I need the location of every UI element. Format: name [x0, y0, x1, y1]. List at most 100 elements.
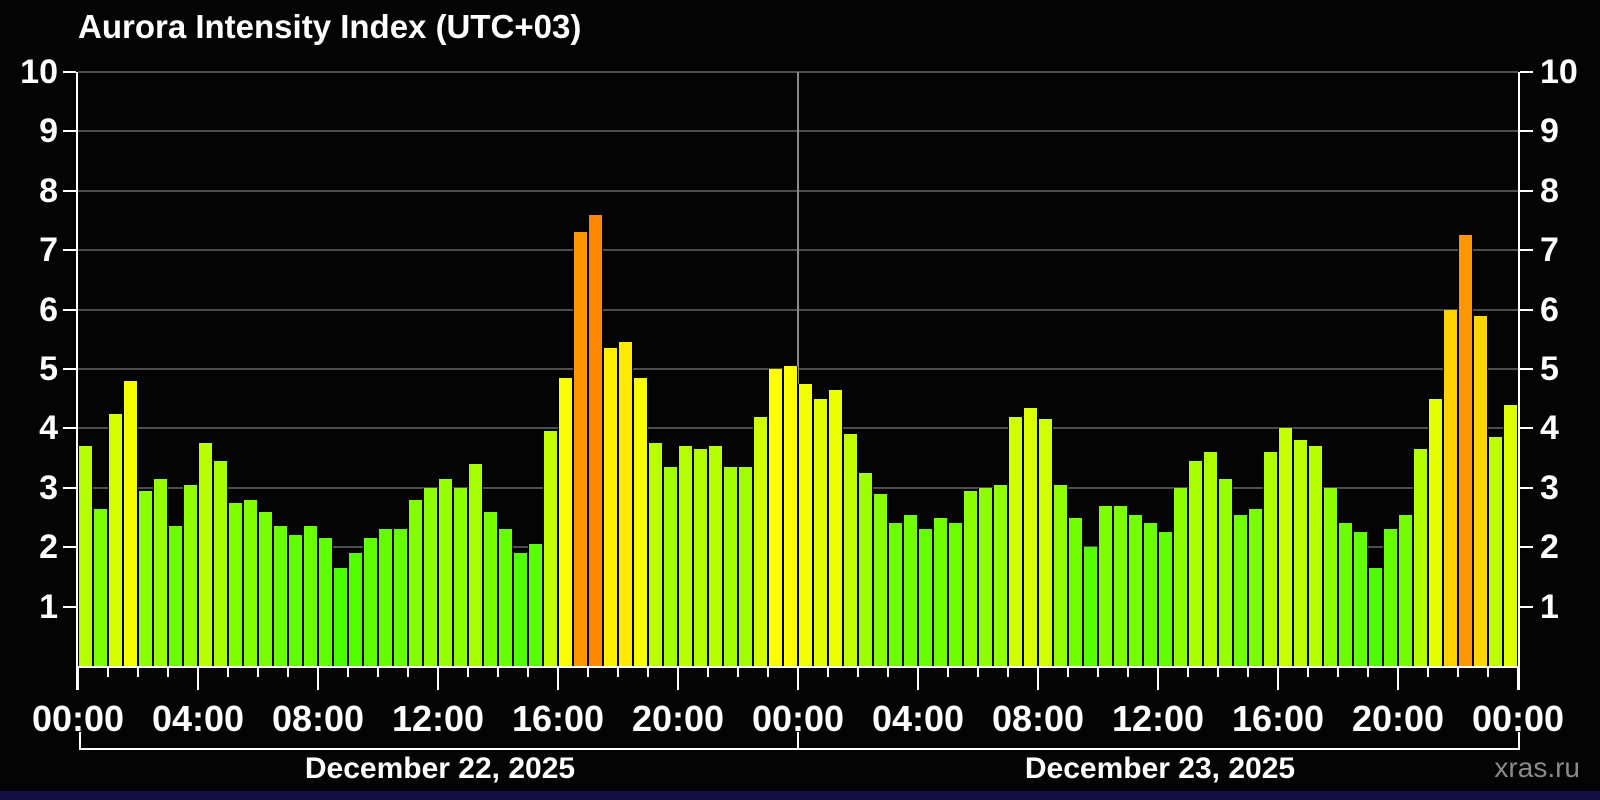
y-tick-left [63, 249, 76, 252]
x-major-tick [797, 668, 799, 690]
x-hour-tick [707, 668, 709, 677]
intensity-bar [333, 567, 348, 666]
intensity-bar [1383, 529, 1398, 666]
x-major-tick [557, 668, 559, 690]
intensity-bar [108, 413, 123, 666]
y-tick-right [1520, 71, 1533, 73]
intensity-bar [483, 511, 498, 666]
x-hour-tick [1457, 668, 1459, 677]
intensity-bar [78, 446, 93, 666]
intensity-bar [1308, 446, 1323, 666]
x-hour-tick [107, 668, 109, 677]
x-major-tick [1397, 668, 1399, 690]
y-tick-right [1520, 368, 1533, 370]
time-label: 16:00 [511, 698, 605, 739]
x-hour-tick [1187, 668, 1189, 677]
intensity-bar [588, 214, 603, 666]
y-tick-left [63, 130, 76, 133]
intensity-bar [693, 449, 708, 666]
x-major-tick [1277, 668, 1279, 690]
intensity-bar [303, 526, 318, 666]
x-hour-tick [1097, 668, 1099, 677]
x-hour-tick [407, 668, 409, 677]
time-label: 20:00 [631, 698, 725, 739]
y-axis-label-right: 2 [1540, 528, 1559, 567]
intensity-bar [1488, 437, 1503, 666]
intensity-bar [1323, 487, 1338, 666]
intensity-bar [498, 529, 513, 666]
time-label: 00:00 [1471, 698, 1565, 739]
intensity-bar [288, 535, 303, 666]
y-tick-right [1520, 427, 1533, 430]
time-label: 04:00 [151, 698, 245, 739]
intensity-bar [1113, 505, 1128, 666]
x-hour-tick [1487, 668, 1489, 677]
x-major-tick [917, 668, 919, 690]
intensity-bar [918, 529, 933, 666]
time-label: 16:00 [1231, 698, 1325, 739]
x-major-tick [1517, 668, 1519, 690]
y-tick-left [63, 308, 76, 311]
y-axis-label-right: 9 [1540, 112, 1559, 151]
intensity-bar [1263, 452, 1278, 666]
y-tick-left [63, 71, 76, 73]
intensity-bar [618, 342, 633, 666]
x-hour-tick [1367, 668, 1369, 677]
x-hour-tick [1217, 668, 1219, 677]
y-axis-label-right: 7 [1540, 231, 1559, 270]
x-hour-tick [947, 668, 949, 677]
intensity-bar [1188, 461, 1203, 666]
intensity-bar [363, 538, 378, 666]
intensity-bar [453, 487, 468, 666]
y-tick-right [1520, 486, 1533, 489]
intensity-bar [228, 502, 243, 666]
x-major-tick [1157, 668, 1159, 690]
intensity-bar [1278, 428, 1293, 666]
intensity-bar [318, 538, 333, 666]
intensity-bar [873, 493, 888, 666]
intensity-bar [393, 529, 408, 666]
intensity-bar [423, 487, 438, 666]
intensity-bar [1368, 567, 1383, 666]
intensity-bar [1338, 523, 1353, 666]
intensity-bar [153, 478, 168, 666]
intensity-bar [708, 446, 723, 666]
x-hour-tick [377, 668, 379, 677]
y-axis-label-right: 5 [1540, 350, 1559, 388]
intensity-bar [573, 232, 588, 666]
intensity-bar [1083, 547, 1098, 666]
intensity-bar [843, 434, 858, 666]
y-tick-right [1520, 308, 1533, 311]
x-hour-tick [1007, 668, 1009, 677]
y-axis-label-right: 4 [1540, 409, 1559, 448]
intensity-bar [183, 484, 198, 666]
intensity-bar [993, 484, 1008, 666]
intensity-bar [1128, 514, 1143, 666]
time-label: 12:00 [391, 698, 485, 739]
x-hour-tick [497, 668, 499, 677]
y-axis-label-right: 3 [1540, 468, 1559, 507]
intensity-bar [1413, 449, 1428, 666]
intensity-bar [213, 461, 228, 666]
time-label: 12:00 [1111, 698, 1205, 739]
intensity-bar [513, 553, 528, 666]
intensity-bar [948, 523, 963, 666]
intensity-bar [138, 490, 153, 666]
intensity-bar [1398, 514, 1413, 666]
y-axis-label-right: 10 [1540, 53, 1578, 91]
bracket-stub-right [1518, 732, 1520, 750]
x-hour-tick [1337, 668, 1339, 677]
intensity-bar [648, 443, 663, 666]
day-bracket [80, 748, 1520, 750]
y-axis-label-right: 1 [1540, 587, 1559, 626]
intensity-bar [1098, 505, 1113, 666]
intensity-bar [1293, 440, 1308, 666]
y-axis-label-left: 9 [39, 112, 58, 151]
y-axis-label-left: 4 [39, 409, 58, 448]
intensity-bar [1008, 416, 1023, 666]
time-label: 04:00 [871, 698, 965, 739]
x-hour-tick [647, 668, 649, 677]
y-axis-label-left: 8 [39, 171, 58, 210]
bracket-stub-middle [797, 732, 799, 750]
intensity-bar [273, 526, 288, 666]
